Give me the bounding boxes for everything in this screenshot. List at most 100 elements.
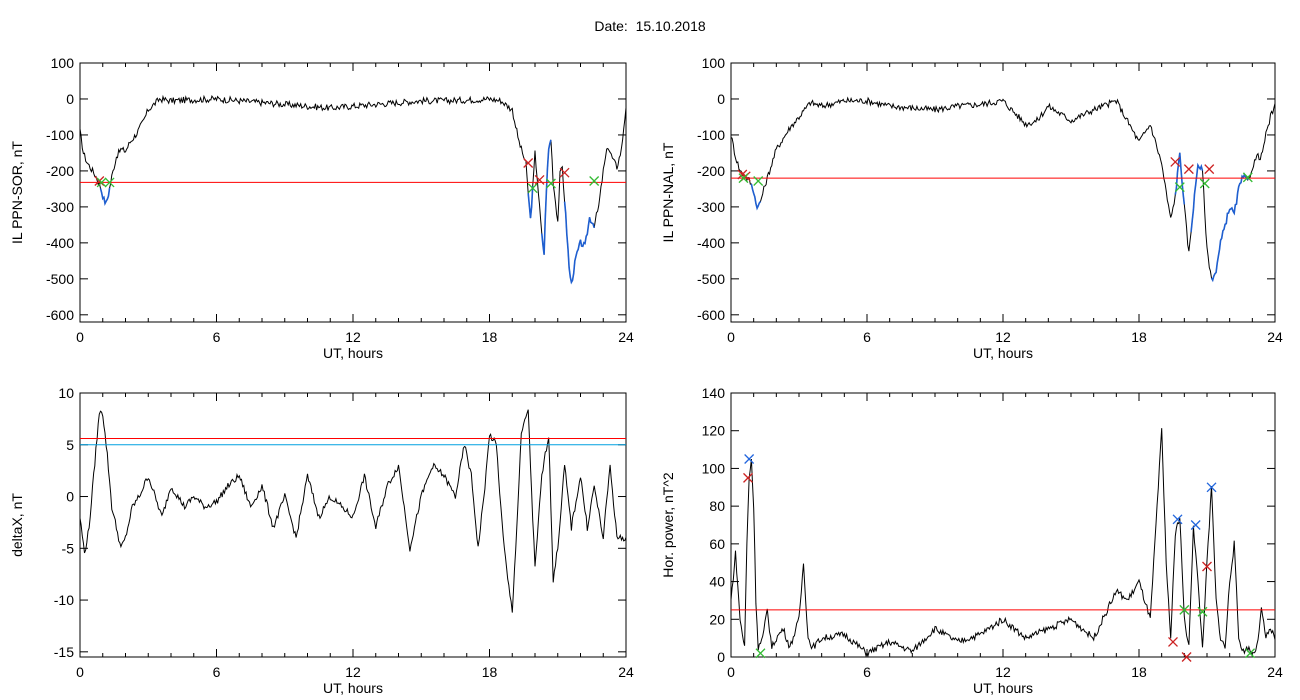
event-peak-marker	[1172, 514, 1183, 525]
y-tick-label: 20	[709, 611, 725, 627]
x-axis-label: UT, hours	[973, 345, 1033, 361]
x-tick-label: 6	[213, 664, 221, 680]
event-start-marker	[1181, 652, 1192, 662]
event-end-marker	[527, 183, 538, 194]
y-tick-label: -5	[62, 540, 75, 556]
event-end-marker	[755, 648, 766, 659]
event-start-marker	[1204, 164, 1215, 175]
y-axis-label: IL PPN-SOR, nT	[9, 141, 25, 244]
axes: 0 6 12 18 24 100 0 -100 -200 -300 -400 -500 -600 UT, …	[660, 55, 1283, 361]
event-segment	[750, 183, 762, 211]
x-tick-label: 24	[1267, 664, 1283, 680]
data-trace	[731, 428, 1275, 657]
event-start-marker	[559, 167, 570, 178]
x-tick-label: 18	[482, 664, 498, 680]
event-end-marker	[104, 177, 115, 188]
x-tick-label: 0	[727, 664, 735, 680]
axes: 0 6 12 18 24 100 0 -100 -200 -300 -400 -500 -600 UT, …	[9, 55, 634, 361]
y-tick-label: 5	[66, 437, 74, 453]
event-end-marker	[753, 176, 764, 186]
y-tick-label: 0	[717, 649, 725, 665]
event-end-marker	[545, 178, 556, 189]
event-end-marker	[96, 177, 107, 188]
x-tick-label: 6	[863, 329, 871, 345]
y-axis-label: Hor. power, nT^2	[660, 472, 676, 578]
event-end-marker	[1199, 178, 1210, 189]
y-tick-label: -600	[697, 307, 725, 323]
event-segment	[99, 187, 111, 207]
event-segment	[563, 201, 595, 285]
axes: 0 6 12 18 24 140 120 100 80 60 40 20 0 UT, hours Hor. …	[660, 385, 1283, 696]
event-start-marker	[1183, 164, 1194, 175]
x-tick-label: 12	[995, 329, 1011, 345]
y-tick-label: 0	[66, 91, 74, 107]
y-tick-label: -500	[697, 271, 725, 287]
y-tick-label: 100	[702, 460, 726, 476]
event-segment	[527, 186, 534, 219]
event-start-marker	[743, 472, 753, 483]
event-start-marker	[1202, 561, 1212, 572]
y-tick-label: -100	[697, 127, 725, 143]
y-tick-label: 0	[717, 91, 725, 107]
x-axis-label: UT, hours	[973, 680, 1033, 696]
y-tick-label: 140	[702, 385, 726, 401]
x-axis-label: UT, hours	[323, 680, 383, 696]
data-trace	[80, 94, 626, 284]
y-tick-label: 80	[709, 498, 725, 514]
y-tick-label: 10	[58, 385, 74, 401]
x-tick-label: 0	[76, 664, 84, 680]
plot-frame	[79, 392, 627, 658]
event-start-marker	[1168, 636, 1178, 647]
panel-ppn-nal: 0 6 12 18 24 100 0 -100 -200 -300 -400 -500 -600 UT, …	[660, 55, 1283, 361]
event-segment	[1190, 162, 1204, 232]
x-tick-label: 24	[618, 664, 634, 680]
y-tick-label: -100	[46, 127, 74, 143]
x-tick-label: 24	[618, 329, 634, 345]
event-peak-marker	[1206, 482, 1217, 493]
y-tick-label: 40	[709, 574, 725, 590]
y-tick-label: -200	[46, 163, 74, 179]
event-end-marker	[1242, 172, 1253, 183]
panel-deltax: 0 6 12 18 24 10 5 0 -5 -10 -15 UT, hours deltaX, nT	[9, 385, 634, 696]
y-tick-label: 120	[702, 423, 726, 439]
x-axis-label: UT, hours	[323, 345, 383, 361]
y-tick-label: 100	[51, 55, 75, 71]
event-end-marker	[1179, 604, 1190, 615]
y-tick-label: -500	[46, 271, 74, 287]
x-tick-label: 6	[863, 664, 871, 680]
x-tick-label: 12	[995, 664, 1011, 680]
y-tick-label: -300	[46, 199, 74, 215]
panel-ppn-sor: 0 6 12 18 24 100 0 -100 -200 -300 -400 -500 -600 UT, …	[9, 55, 634, 361]
data-trace	[80, 409, 626, 613]
event-end-marker	[1174, 182, 1185, 193]
y-tick-label: -400	[697, 235, 725, 251]
x-tick-label: 12	[345, 664, 361, 680]
event-start-marker	[1170, 156, 1181, 167]
date-title: Date: 15.10.2018	[594, 18, 706, 34]
event-segment	[541, 139, 552, 255]
y-tick-label: -400	[46, 235, 74, 251]
x-tick-label: 6	[213, 329, 221, 345]
y-tick-label: 100	[702, 55, 726, 71]
x-tick-label: 12	[345, 329, 361, 345]
event-segment	[1210, 172, 1249, 283]
x-tick-label: 24	[1267, 329, 1283, 345]
x-tick-label: 0	[76, 329, 84, 345]
y-tick-label: -10	[54, 592, 74, 608]
event-start-marker	[523, 158, 534, 168]
x-tick-label: 18	[482, 329, 498, 345]
event-peak-marker	[1190, 520, 1201, 530]
plot-frame	[730, 392, 1276, 658]
event-end-marker	[1245, 648, 1256, 659]
y-tick-label: -300	[697, 199, 725, 215]
event-end-marker	[738, 173, 749, 184]
x-tick-label: 0	[727, 329, 735, 345]
data-trace	[731, 96, 1275, 282]
y-tick-label: -15	[54, 644, 74, 660]
event-start-marker	[534, 174, 545, 185]
y-tick-label: 60	[709, 536, 725, 552]
event-end-marker	[589, 176, 600, 186]
axes: 0 6 12 18 24 10 5 0 -5 -10 -15 UT, hours deltaX, nT	[9, 385, 634, 696]
y-tick-label: -200	[697, 163, 725, 179]
